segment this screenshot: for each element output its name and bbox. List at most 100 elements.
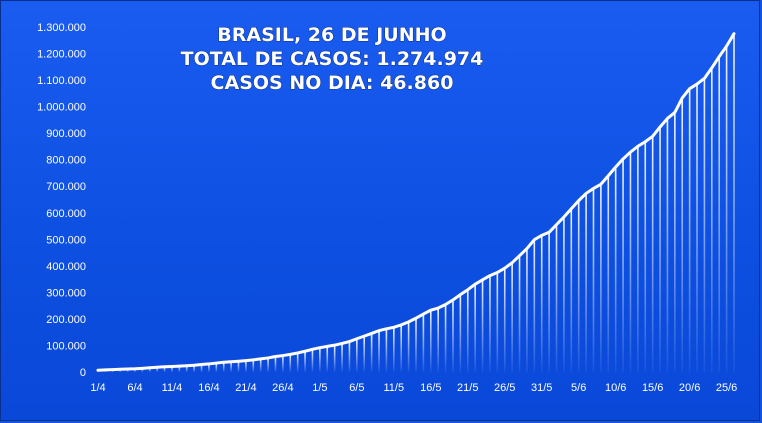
title-line-1: BRASIL, 26 DE JUNHO [217,24,446,46]
x-tick-label: 15/6 [642,382,663,394]
x-tick-label: 1/5 [312,382,327,394]
daily-bar-13-4 [185,365,188,372]
y-tick-label: 100.000 [46,340,86,352]
daily-bar-25-5 [496,272,499,372]
daily-bar-11-6 [622,158,624,372]
x-tick-label: 10/6 [605,382,626,394]
daily-bar-2-6 [555,224,558,372]
daily-bar-19-5 [452,299,454,372]
x-tick-label: 20/6 [679,382,700,394]
daily-bar-16-5 [429,310,432,372]
daily-bar-15-5 [422,314,425,372]
x-tick-label: 6/5 [349,382,364,394]
y-tick-label: 0 [80,367,86,379]
daily-bar-6-5 [356,338,358,372]
daily-bar-13-5 [407,321,410,372]
x-tick-label: 11/5 [384,382,405,394]
daily-bar-5-5 [348,341,351,372]
daily-bar-14-4 [193,365,195,372]
y-tick-label: 1.200.000 [37,49,86,61]
daily-bar-12-6 [629,152,632,372]
daily-bar-11-4 [171,366,173,372]
title-line-3: CASOS NO DIA: 46.860 [211,72,454,94]
y-tick-label: 200.000 [46,314,86,326]
daily-bar-6-6 [585,193,587,372]
daily-bar-15-6 [651,136,654,372]
daily-bar-4-6 [570,208,573,372]
y-tick-label: 300.000 [46,287,86,299]
daily-bar-21-4 [245,360,247,372]
daily-bar-7-6 [592,188,595,372]
daily-bar-10-6 [614,167,617,372]
daily-bar-7-4 [141,368,144,372]
daily-bar-1-6 [548,232,550,372]
y-tick-label: 500.000 [46,234,86,246]
daily-bar-16-6 [659,127,661,372]
daily-bar-10-4 [163,366,166,372]
x-tick-label: 1/4 [90,382,105,394]
daily-bar-15-4 [200,364,203,372]
y-tick-label: 900.000 [46,128,86,140]
daily-bar-28-4 [296,352,299,372]
cumulative-cases-line [96,32,736,372]
daily-bar-17-5 [437,308,439,372]
daily-bar-9-5 [378,330,380,372]
x-tick-label: 21/4 [235,382,256,394]
daily-bar-23-5 [481,279,484,372]
daily-bar-29-4 [304,351,306,372]
daily-bar-30-4 [311,349,314,372]
y-tick-label: 1.300.000 [37,22,86,34]
daily-bar-23-6 [711,67,713,372]
daily-bar-26-5 [503,268,506,372]
daily-bar-18-4 [222,362,225,372]
y-tick-label: 700.000 [46,181,86,193]
daily-bar-20-6 [688,88,691,373]
daily-bar-19-4 [230,361,232,372]
daily-bar-24-5 [489,275,491,372]
x-tick-label: 26/5 [494,382,515,394]
daily-bar-17-6 [666,118,669,373]
daily-bar-5-6 [577,200,580,372]
y-tick-label: 800.000 [46,155,86,167]
daily-bar-11-5 [393,327,395,372]
daily-bar-3-5 [333,345,336,372]
daily-bar-22-4 [252,359,255,372]
daily-bar-19-6 [681,97,684,372]
y-tick-label: 1.000.000 [37,102,86,114]
daily-bar-26-4 [282,355,284,372]
daily-bar-14-5 [415,318,417,372]
x-tick-label: 6/4 [127,382,142,394]
daily-bar-13-6 [637,146,639,372]
daily-bar-12-4 [178,366,181,372]
y-tick-label: 1.100.000 [37,75,86,87]
daily-bar-16-4 [208,363,210,372]
y-tick-label: 400.000 [46,261,86,273]
daily-bar-8-5 [370,333,373,372]
daily-bar-25-4 [274,356,277,372]
daily-bar-30-5 [533,239,536,372]
x-tick-label: 31/5 [531,382,552,394]
x-tick-label: 26/4 [272,382,293,394]
daily-bar-3-6 [563,217,565,372]
title-line-2: TOTAL DE CASOS: 1.274.974 [181,48,484,70]
daily-bar-25-6 [725,46,728,372]
x-tick-label: 21/5 [457,382,478,394]
daily-bar-23-4 [259,358,262,372]
daily-bar-27-4 [289,354,292,372]
daily-bar-18-6 [674,112,676,373]
x-tick-label: 5/6 [571,382,586,394]
daily-bar-21-6 [696,84,698,373]
daily-bar-14-6 [644,141,647,372]
daily-bar-9-6 [607,175,610,372]
daily-bar-1-5 [319,347,321,372]
daily-bar-21-5 [466,289,469,372]
x-tick-label: 25/6 [716,382,737,394]
daily-bar-24-6 [718,56,721,373]
x-tick-label: 16/4 [198,382,219,394]
daily-bar-22-5 [474,284,476,372]
daily-bar-22-6 [703,78,706,373]
daily-bar-9-4 [156,367,158,372]
x-tick-label: 16/5 [420,382,441,394]
